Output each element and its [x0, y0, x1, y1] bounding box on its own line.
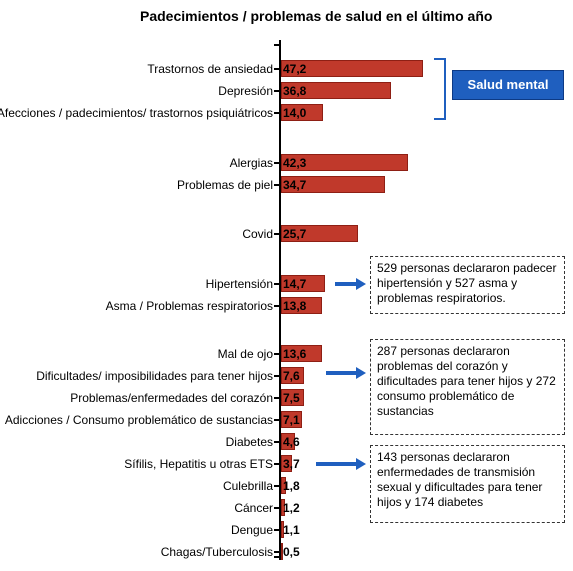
bar-label: Alergias [230, 156, 273, 170]
bar-label: Dengue [231, 523, 273, 537]
arrow-line [326, 371, 358, 375]
chart-title: Padecimientos / problemas de salud en el… [140, 8, 492, 24]
axis-tick [274, 441, 280, 443]
arrow-line [335, 282, 358, 286]
bar-value: 36,8 [283, 84, 306, 98]
bar-label: Dificultades/ imposibilidades para tener… [36, 369, 273, 383]
axis-tick [274, 507, 280, 509]
salud-mental-bracket [434, 58, 446, 120]
bar-value: 1,1 [283, 523, 300, 537]
bar-value: 25,7 [283, 227, 306, 241]
bar-label: Afecciones / padecimientos/ trastornos p… [0, 106, 273, 120]
bar-value: 7,6 [283, 369, 300, 383]
bar-value: 34,7 [283, 178, 306, 192]
axis-tick [274, 353, 280, 355]
bar-label: Culebrilla [223, 479, 273, 493]
bar-value: 1,8 [283, 479, 300, 493]
axis-tick [274, 112, 280, 114]
callout-box: 529 personas declararon padecer hiperten… [370, 256, 565, 314]
axis-tick [274, 90, 280, 92]
bar-value: 14,0 [283, 106, 306, 120]
bar-label: Chagas/Tuberculosis [161, 545, 273, 559]
axis-tick [274, 305, 280, 307]
axis-tick [274, 397, 280, 399]
salud-mental-box: Salud mental [452, 70, 564, 100]
bar-label: Problemas de piel [177, 178, 273, 192]
bar-label: Depresión [218, 84, 273, 98]
bar-value: 3,7 [283, 457, 300, 471]
bar-label: Problemas/enfermedades del corazón [70, 391, 273, 405]
bar-value: 13,6 [283, 347, 306, 361]
bar-value: 14,7 [283, 277, 306, 291]
axis-tick [274, 162, 280, 164]
bar-label: Asma / Problemas respiratorios [106, 299, 273, 313]
arrow-line [316, 462, 358, 466]
axis-tick [274, 233, 280, 235]
arrow-head-icon [356, 458, 366, 470]
bar-label: Hipertensión [206, 277, 273, 291]
bar-label: Trastornos de ansiedad [147, 62, 273, 76]
axis-tick [274, 529, 280, 531]
bar-value: 13,8 [283, 299, 306, 313]
bar-value: 1,2 [283, 501, 300, 515]
arrow-head-icon [356, 278, 366, 290]
bar-value: 7,1 [283, 413, 300, 427]
axis-tick [274, 551, 280, 553]
bar-label: Covid [242, 227, 273, 241]
axis-tick [274, 184, 280, 186]
axis-tick [274, 44, 280, 46]
bar-label: Mal de ojo [218, 347, 273, 361]
axis-tick [274, 68, 280, 70]
callout-box: 287 personas declararon problemas del co… [370, 339, 565, 435]
bar-value: 4,6 [283, 435, 300, 449]
callout-box: 143 personas declararon enfermedades de … [370, 445, 565, 523]
bar-value: 7,5 [283, 391, 300, 405]
bar-label: Cáncer [234, 501, 273, 515]
bar-value: 47,2 [283, 62, 306, 76]
bar-label: Adicciones / Consumo problemático de sus… [5, 413, 273, 427]
health-conditions-chart: Padecimientos / problemas de salud en el… [0, 0, 573, 571]
axis-tick [274, 283, 280, 285]
bar-label: Sífilis, Hepatitis u otras ETS [124, 457, 273, 471]
bar-value: 0,5 [283, 545, 300, 559]
bar-value: 42,3 [283, 156, 306, 170]
axis-tick [274, 375, 280, 377]
arrow-head-icon [356, 367, 366, 379]
axis-tick [274, 463, 280, 465]
axis-tick [274, 556, 280, 558]
axis-tick [274, 419, 280, 421]
bar-label: Diabetes [226, 435, 273, 449]
axis-tick [274, 485, 280, 487]
